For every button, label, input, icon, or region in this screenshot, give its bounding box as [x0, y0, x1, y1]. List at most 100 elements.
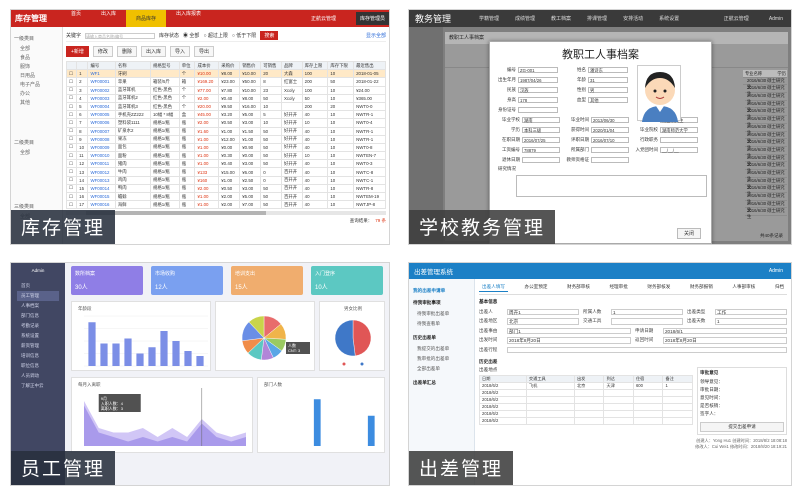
- field-input[interactable]: 本科三级: [522, 126, 560, 134]
- table-cell[interactable]: WF00008: [87, 134, 116, 144]
- grid-row[interactable]: 2016/6/30 硕士研究生: [745, 170, 787, 181]
- field-input[interactable]: 2018年8月20日: [663, 337, 787, 344]
- field-input[interactable]: 2018/6/1: [663, 327, 787, 334]
- row-checkbox[interactable]: ☐: [65, 142, 78, 153]
- sidebar-pending[interactable]: 待我审批事项: [413, 300, 441, 305]
- workflow-tab[interactable]: 人事部审核: [732, 284, 756, 289]
- field-input[interactable]: 周卉1: [507, 308, 579, 315]
- table-cell[interactable]: WF00004: [87, 101, 116, 112]
- workflow-tab[interactable]: 出差人填写: [479, 283, 508, 292]
- table-row[interactable]: ☐ 10 WF00009 面包 规格1/瓶瓶 ¥1.00 ¥0.00 ¥0.90 50 好开开 40…: [65, 142, 386, 153]
- table-row[interactable]: ☐ 12 WF00011 猪肉 规格1/瓶瓶 ¥1.00 ¥0.40 ¥3.00 50 好开开 40…: [65, 159, 386, 169]
- table-cell[interactable]: [662, 409, 693, 418]
- row-checkbox[interactable]: ☐: [65, 151, 78, 161]
- table-row[interactable]: 2018/6/2: [479, 395, 693, 404]
- table-cell[interactable]: WF00005: [87, 110, 116, 120]
- column-header[interactable]: [76, 60, 89, 71]
- toolbar-button[interactable]: 删除: [116, 46, 137, 57]
- field-input[interactable]: 湖南: [522, 116, 560, 124]
- row-checkbox[interactable]: ☐: [65, 134, 78, 144]
- user-menu[interactable]: Admin: [31, 268, 45, 273]
- table-cell[interactable]: WF00016: [87, 200, 116, 210]
- table-row[interactable]: 2018/6/2 飞机 北京 天津 600 1: [479, 381, 693, 390]
- sidebar-history[interactable]: 历史出差单: [413, 335, 436, 340]
- toolbar-button[interactable]: +新增: [66, 46, 89, 57]
- field-input[interactable]: 2016/07/25: [522, 136, 560, 144]
- field-input[interactable]: [660, 136, 698, 144]
- field-input[interactable]: __/__/__: [660, 146, 698, 154]
- table-cell[interactable]: [632, 409, 664, 418]
- workflow-tab[interactable]: 办公室预定: [524, 284, 548, 289]
- table-cell[interactable]: [632, 395, 664, 404]
- column-header[interactable]: 最近售出: [353, 60, 386, 71]
- table-cell[interactable]: 2018/6/2: [479, 388, 527, 397]
- user-menu[interactable]: Admin: [768, 268, 783, 274]
- table-row[interactable]: ☐ 14 WF00013 鸡肉 规格1/瓶瓶 ¥160 ¥1.00 ¥2.50 0 百开开 40 10…: [65, 175, 386, 185]
- field-input[interactable]: 潘诗东: [588, 66, 628, 74]
- field-input[interactable]: 178: [518, 96, 558, 104]
- table-cell[interactable]: [525, 388, 575, 397]
- table-row[interactable]: ☐ 9 WF00008 果冻 规格1/瓶瓶 ¥1.00 ¥12.00 ¥1.00 50 好开开 40…: [65, 134, 386, 144]
- category-item[interactable]: 全部: [20, 46, 31, 52]
- table-row[interactable]: 2018/6/2: [479, 402, 693, 411]
- keyword-input[interactable]: 请输入商品名称/编号: [85, 32, 156, 39]
- grid-row[interactable]: 2016/6/30 硕士研究生: [745, 162, 787, 173]
- column-header[interactable]: 销售价: [239, 60, 262, 71]
- sidebar-item[interactable]: 考勤记录: [21, 323, 39, 328]
- workflow-tab[interactable]: 财务部核发: [647, 284, 671, 289]
- toolbar-button[interactable]: 修改: [92, 46, 113, 57]
- sidebar-item[interactable]: 待我审批出差单: [417, 311, 450, 316]
- menu-item[interactable]: 成绩管理: [515, 16, 536, 22]
- table-cell[interactable]: 2018/6/2: [479, 381, 527, 390]
- sidebar-my-requests[interactable]: 我的出差申请单: [413, 288, 446, 293]
- toolbar-button[interactable]: 出入库: [140, 46, 166, 57]
- workflow-tab[interactable]: 经理审批: [609, 284, 628, 289]
- category-item[interactable]: 服饰: [20, 64, 31, 70]
- table-row[interactable]: ☐ 7 WF00006 塑料袋1111 规格1/瓶瓶 ¥2.00 ¥0.50 ¥3.00 10 好…: [65, 118, 386, 128]
- field-input[interactable]: 1: [611, 308, 683, 315]
- table-cell[interactable]: 2018/6/2: [479, 409, 527, 418]
- table-cell[interactable]: 1: [662, 381, 693, 390]
- sidebar-item[interactable]: 系统设置: [21, 333, 39, 338]
- toolbar-button[interactable]: 导出: [193, 46, 214, 57]
- table-cell[interactable]: WF00015: [87, 191, 116, 202]
- user-menu[interactable]: 库存管理员: [355, 12, 389, 25]
- table-cell[interactable]: [603, 409, 634, 418]
- field-input[interactable]: 部门1: [507, 327, 631, 334]
- field-input[interactable]: 湖南师范大学: [660, 126, 698, 134]
- table-cell[interactable]: [525, 409, 575, 418]
- radio-over[interactable]: ○ 超过上限: [203, 33, 228, 39]
- field-input[interactable]: 男: [588, 86, 628, 94]
- workflow-tab[interactable]: 财务部报销: [689, 284, 713, 289]
- stat-card[interactable]: 培训支出 15人: [231, 266, 303, 295]
- stat-card[interactable]: 市场收购 12人: [151, 266, 223, 295]
- grid-row[interactable]: 2016/6/30 硕士研究生: [745, 139, 787, 150]
- column-header[interactable]: 成本价: [194, 60, 220, 71]
- row-checkbox[interactable]: ☐: [65, 118, 78, 128]
- column-header[interactable]: 采购价: [218, 60, 241, 71]
- category-item[interactable]: 其他: [20, 100, 31, 106]
- radio-all[interactable]: ◉ 全部: [183, 33, 200, 39]
- row-checkbox[interactable]: ☐: [65, 85, 78, 95]
- table-cell[interactable]: [662, 388, 693, 397]
- table-cell[interactable]: 2018/6/2: [479, 395, 527, 404]
- field-input[interactable]: ZG-001: [518, 66, 558, 74]
- table-cell[interactable]: [632, 416, 664, 425]
- table-cell[interactable]: WF00010: [87, 151, 116, 161]
- category-item[interactable]: 全部: [20, 150, 31, 156]
- category-item[interactable]: 食品: [20, 55, 31, 61]
- menu-home[interactable]: 首页: [71, 11, 82, 17]
- field-input[interactable]: 2013/06/30: [591, 116, 629, 124]
- radio-under[interactable]: ○ 低于下限: [231, 33, 257, 39]
- stat-card[interactable]: 数所档案 30人: [71, 266, 143, 295]
- h-scrollbar[interactable]: [66, 211, 386, 216]
- field-input[interactable]: [611, 318, 683, 325]
- sidebar-item[interactable]: 人事档案: [21, 303, 39, 308]
- menu-inout[interactable]: 出入库: [101, 11, 117, 17]
- category-item[interactable]: 办公: [20, 91, 31, 97]
- category-item[interactable]: 电子产品: [20, 82, 41, 88]
- table-cell[interactable]: WF00001: [87, 77, 116, 87]
- table-cell[interactable]: 天津: [603, 381, 634, 390]
- research-textarea[interactable]: [516, 175, 707, 197]
- sidebar-item[interactable]: 我提交的出差单: [417, 346, 450, 351]
